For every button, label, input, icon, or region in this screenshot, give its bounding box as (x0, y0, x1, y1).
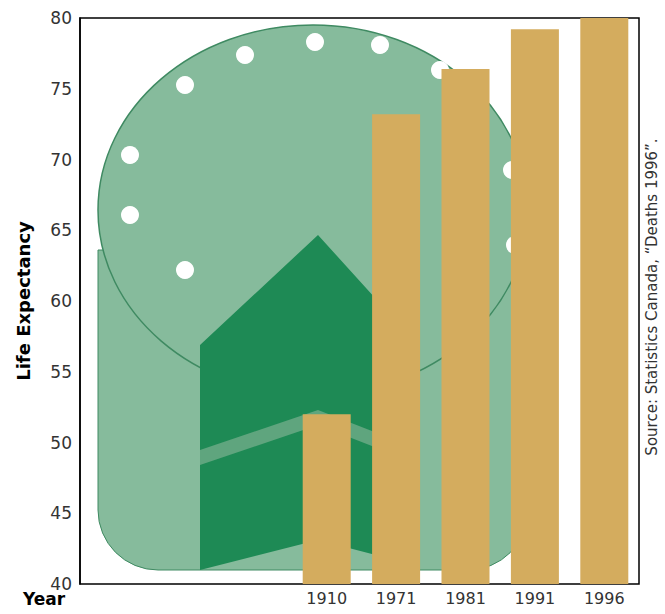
svg-text:40: 40 (50, 574, 72, 594)
svg-text:1996: 1996 (584, 589, 625, 608)
svg-text:65: 65 (50, 220, 72, 240)
svg-text:1991: 1991 (515, 589, 556, 608)
svg-text:1981: 1981 (445, 589, 486, 608)
svg-text:Source: Statistics Canada, “De: Source: Statistics Canada, “Deaths 1996”… (643, 138, 661, 455)
svg-text:75: 75 (50, 79, 72, 99)
svg-text:Year: Year (22, 589, 66, 609)
svg-text:55: 55 (50, 362, 72, 382)
svg-text:1910: 1910 (306, 589, 347, 608)
svg-text:Life Expectancy: Life Expectancy (13, 221, 34, 381)
svg-text:60: 60 (50, 291, 72, 311)
svg-text:45: 45 (50, 503, 72, 523)
svg-text:70: 70 (50, 150, 72, 170)
svg-text:1971: 1971 (376, 589, 417, 608)
svg-text:50: 50 (50, 433, 72, 453)
svg-text:80: 80 (50, 8, 72, 28)
